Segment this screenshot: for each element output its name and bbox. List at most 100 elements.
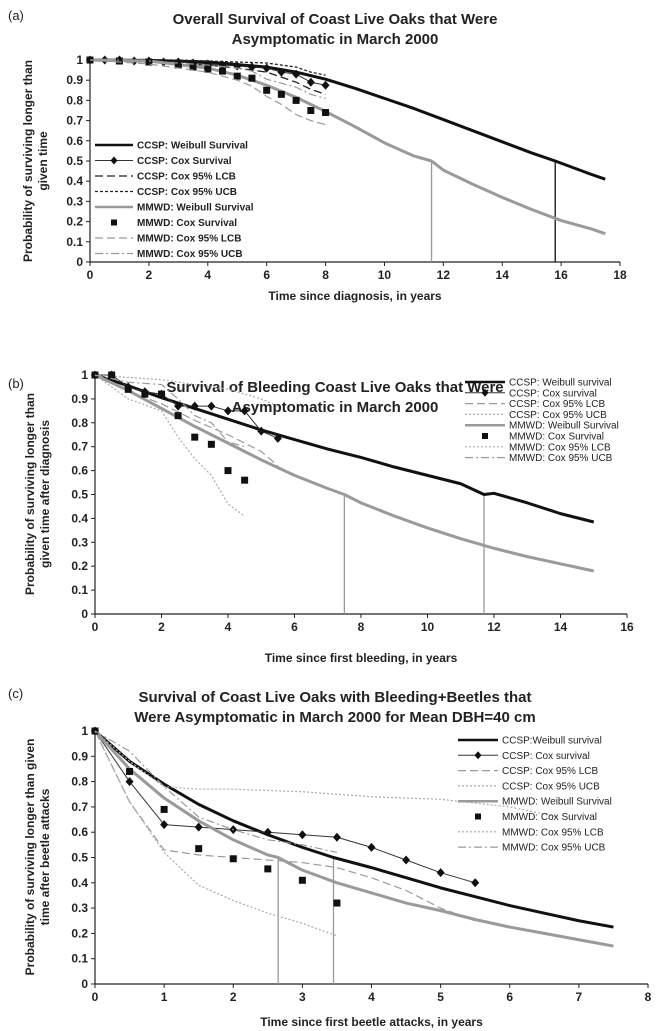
data-point [224, 406, 232, 416]
legend-item: MMWD: Cox 95% UCB [465, 453, 613, 464]
legend-label: MMWD: Cox 95% LCB [502, 827, 604, 838]
panel-label: (b) [8, 376, 24, 391]
y-tick-label: 0.5 [71, 488, 88, 502]
x-tick-label: 16 [554, 268, 568, 282]
y-tick-label: 0.7 [71, 800, 88, 814]
panel-b: (b) Survival of Bleeding Coast Live Oaks … [8, 368, 634, 665]
x-tick-label: 16 [620, 620, 634, 634]
x-tick-label: 2 [146, 268, 153, 282]
y-tick-label: 0.1 [71, 952, 88, 966]
series-line [94, 730, 476, 884]
y-tick-label: 0 [76, 255, 83, 269]
x-tick-label: 18 [613, 268, 627, 282]
legend-label: CCSP: Cox 95% UCB [502, 781, 600, 792]
series-line [94, 730, 338, 937]
data-point [160, 820, 169, 830]
data-point [262, 63, 271, 73]
legend-label: MMWD: Weibull Survival [509, 421, 619, 432]
data-point [141, 390, 149, 398]
x-tick-label: 8 [322, 268, 329, 282]
y-tick-label: 0.1 [66, 235, 83, 249]
y-tick-label: 0.7 [66, 114, 83, 128]
x-tick-label: 2 [158, 620, 165, 634]
legend-label: CCSP: Weibull survival [509, 378, 612, 389]
x-tick-label: 10 [421, 620, 435, 634]
data-point [174, 401, 183, 411]
legend-marker [481, 388, 489, 397]
series-line [94, 374, 279, 407]
data-point [108, 371, 116, 379]
legend-label: CCSP: Cox 95% UCB [137, 187, 237, 198]
legend-marker [111, 219, 117, 226]
legend-item: CCSP: Weibull survival [465, 378, 612, 389]
data-point [436, 868, 445, 878]
y-tick-label: 0.4 [71, 876, 88, 890]
data-point [307, 107, 315, 114]
series-4 [94, 373, 595, 573]
x-tick-label: 4 [368, 990, 375, 1004]
data-point [263, 86, 271, 94]
y-tick-label: 1 [76, 53, 83, 67]
chart-title-line: Asymptomatic in March 2000 [232, 399, 439, 416]
data-point [471, 878, 480, 888]
y-tick-label: 0.2 [71, 926, 88, 940]
y-tick-label: 1 [81, 368, 88, 382]
data-point [257, 426, 266, 436]
x-tick-label: 0 [87, 268, 94, 282]
y-tick-label: 0.3 [66, 194, 83, 208]
panel-label: (a) [8, 8, 24, 23]
x-tick-label: 1 [161, 990, 168, 1004]
series-6 [89, 59, 326, 126]
legend-item: CCSP: Cox 95% LCB [458, 766, 598, 777]
x-tick-label: 3 [299, 990, 306, 1004]
y-tick-label: 0.6 [71, 825, 88, 839]
legend-label: MMWD: Cox Survival [137, 218, 237, 229]
legend-item: CCSP: Cox survival [465, 388, 597, 399]
legend-item: CCSP: Cox 95% LCB [95, 172, 236, 183]
x-tick-label: 0 [92, 620, 99, 634]
y-tick-label: 0.7 [71, 440, 88, 454]
legend-item: MMWD: Cox 95% LCB [95, 234, 241, 245]
data-point [333, 899, 341, 907]
legend-item: CCSP: Cox 95% UCB [458, 781, 600, 792]
y-axis-label-line: given time [36, 131, 50, 191]
legend-marker [474, 751, 482, 760]
data-point [240, 406, 249, 416]
series-line [90, 59, 326, 99]
data-point [229, 855, 237, 863]
chart-title-line: Survival of Bleeding Coast Live Oaks tha… [166, 379, 503, 396]
data-point [219, 67, 226, 75]
legend-item: CCSP: Cox Survival [95, 156, 232, 167]
y-tick-label: 0.3 [71, 901, 88, 915]
y-tick-label: 0.8 [71, 416, 88, 430]
data-point [233, 72, 241, 80]
chart-title-line: Were Asymptomatic in March 2000 for Mean… [134, 709, 535, 726]
x-axis-label: Time since diagnosis, in years [268, 289, 442, 303]
series-line [94, 373, 595, 573]
data-point [292, 69, 301, 79]
series-4 [89, 58, 606, 236]
x-tick-label: 8 [358, 620, 365, 634]
data-point [207, 401, 216, 411]
data-point [191, 433, 199, 441]
data-point [306, 77, 315, 87]
series-line [94, 729, 614, 929]
y-tick-label: 0.9 [71, 392, 88, 406]
legend-label: MMWD: Cox 95% UCB [509, 453, 613, 464]
chart-title-line: Overall Survival of Coast Live Oaks that… [173, 11, 498, 28]
x-tick-label: 14 [554, 620, 568, 634]
x-tick-label: 7 [576, 990, 583, 1004]
legend-label: CCSP: Cox 95% LCB [502, 766, 598, 777]
y-tick-label: 0.9 [66, 73, 83, 87]
data-point [125, 777, 134, 787]
x-axis-label: Time since first beetle attacks, in year… [260, 1015, 483, 1029]
y-tick-label: 1 [81, 724, 88, 738]
series-5 [86, 56, 330, 117]
data-point [158, 390, 165, 398]
legend-item: MMWD: Cox 95% LCB [465, 442, 611, 453]
y-tick-label: 0.1 [71, 583, 88, 597]
legend-item: MMWD: Cox 95% LCB [458, 827, 604, 838]
series-3 [94, 374, 279, 407]
series-1 [91, 726, 480, 888]
